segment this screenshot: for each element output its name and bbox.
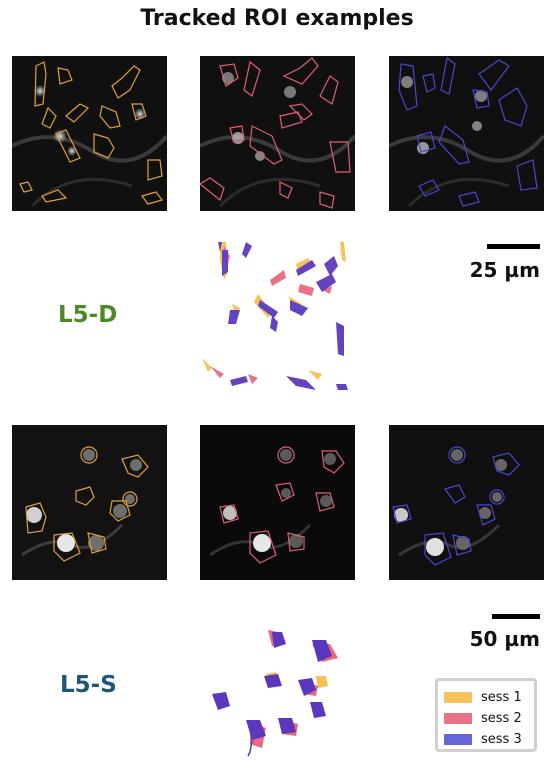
legend-swatch-sess-1 [444, 692, 472, 703]
legend-item-sess-1: sess 1 [444, 687, 528, 708]
legend-label-sess-1: sess 1 [481, 690, 522, 705]
l5d-session-2-panel [200, 56, 355, 211]
l5d-overlay-panel [200, 240, 355, 395]
legend-label-sess-2: sess 2 [481, 711, 522, 726]
l5d-session-2-image [200, 56, 355, 211]
legend-item-sess-2: sess 2 [444, 708, 528, 729]
l5s-overlay-panel [200, 610, 355, 765]
l5s-session-3-image [389, 425, 544, 580]
l5d-overlay-image [202, 242, 348, 390]
figure-title: Tracked ROI examples [140, 6, 414, 31]
l5s-session-1-panel [12, 425, 167, 580]
legend-item-sess-3: sess 3 [444, 729, 528, 750]
legend-swatch-sess-2 [444, 713, 472, 724]
region-label-l5s: L5-S [60, 672, 117, 698]
l5d-scale-bar [487, 244, 540, 249]
l5d-scale-label: 25 µm [469, 258, 540, 282]
region-label-l5d: L5-D [58, 302, 118, 328]
l5s-session-2-panel [200, 425, 355, 580]
legend-label-sess-3: sess 3 [481, 732, 522, 747]
l5d-session-3-panel [389, 56, 544, 211]
legend-swatch-sess-3 [444, 734, 472, 745]
l5s-session-2-image [200, 425, 355, 580]
l5d-session-3-image [389, 56, 544, 211]
session-legend: sess 1 sess 2 sess 3 [435, 678, 537, 752]
l5s-session-1-image [12, 425, 167, 580]
l5s-session-3-panel [389, 425, 544, 580]
l5d-session-1-panel [12, 56, 167, 211]
l5s-scale-label: 50 µm [469, 627, 540, 651]
l5s-overlay-image [212, 630, 338, 757]
l5s-scale-bar [492, 614, 540, 619]
l5d-session-1-image [12, 56, 167, 211]
